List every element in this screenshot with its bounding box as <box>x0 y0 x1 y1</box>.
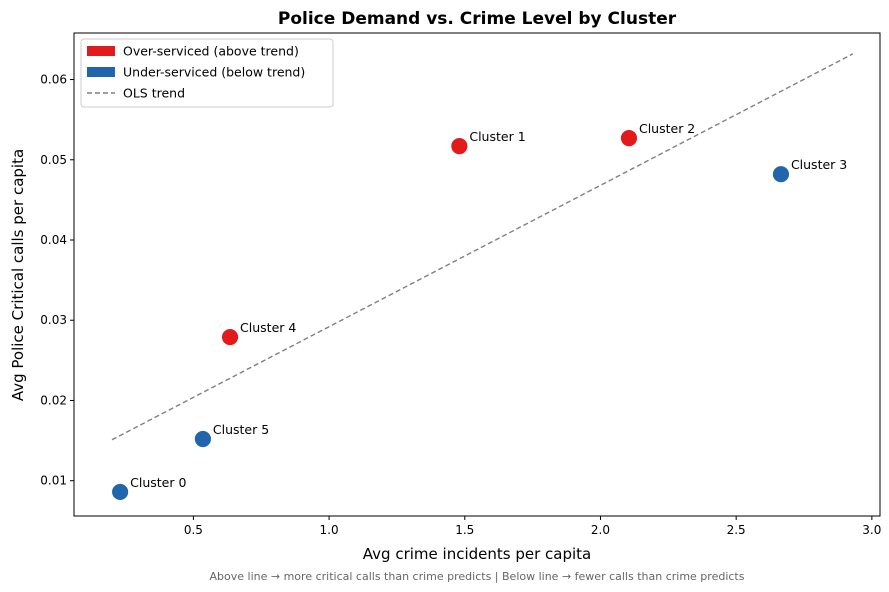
x-axis-ticks: 0.5 1.0 1.5 2.0 2.5 3.0 <box>184 516 881 537</box>
x-tick-label: 1.5 <box>455 523 474 537</box>
plot-frame <box>73 32 881 517</box>
point-label-cluster-0: Cluster 0 <box>130 475 186 490</box>
legend-entry-label: Under-serviced (below trend) <box>123 65 305 80</box>
y-tick-label: 0.05 <box>40 153 67 167</box>
plot-area: Cluster 0 Cluster 1 Cluster 2 Cluster 3 Clus… <box>73 32 881 517</box>
data-point-cluster-2 <box>620 129 638 148</box>
data-point-cluster-3 <box>772 165 790 184</box>
x-tick-label: 2.5 <box>727 523 746 537</box>
legend-swatch <box>87 67 115 77</box>
x-tick-label: 1.0 <box>320 523 339 537</box>
point-label-cluster-4: Cluster 4 <box>240 320 296 335</box>
footnote: Above line → more critical calls than cr… <box>210 570 745 583</box>
x-tick-label: 2.0 <box>591 523 610 537</box>
point-label-cluster-2: Cluster 2 <box>639 121 695 136</box>
y-axis-label: Avg Police Critical calls per capita <box>9 149 27 401</box>
x-tick-label: 3.0 <box>862 523 881 537</box>
y-axis-ticks: 0.01 0.02 0.03 0.04 0.05 0.06 <box>40 73 74 488</box>
data-point-cluster-0 <box>111 483 130 501</box>
legend: Over-serviced (above trend) Under-service… <box>80 38 334 108</box>
point-label-cluster-3: Cluster 3 <box>791 157 847 172</box>
legend-box <box>80 38 334 108</box>
ols-trend-line <box>111 53 854 441</box>
y-tick-label: 0.02 <box>40 393 67 407</box>
chart-title: Police Demand vs. Crime Level by Cluster <box>278 9 677 29</box>
y-tick-label: 0.03 <box>40 313 67 327</box>
point-label-cluster-1: Cluster 1 <box>469 129 525 144</box>
y-tick-label: 0.01 <box>40 474 67 488</box>
point-label-cluster-5: Cluster 5 <box>213 422 269 437</box>
data-point-cluster-1 <box>450 137 469 156</box>
data-point-cluster-5 <box>194 430 212 448</box>
data-point-cluster-4 <box>221 328 239 346</box>
y-tick-label: 0.06 <box>40 73 67 87</box>
y-tick-label: 0.04 <box>40 233 67 247</box>
legend-entry-label: Over-serviced (above trend) <box>123 44 299 59</box>
legend-swatch <box>87 46 115 56</box>
legend-entry-label: OLS trend <box>123 86 185 101</box>
x-tick-label: 0.5 <box>184 523 203 537</box>
x-axis-label: Avg crime incidents per capita <box>363 545 591 563</box>
